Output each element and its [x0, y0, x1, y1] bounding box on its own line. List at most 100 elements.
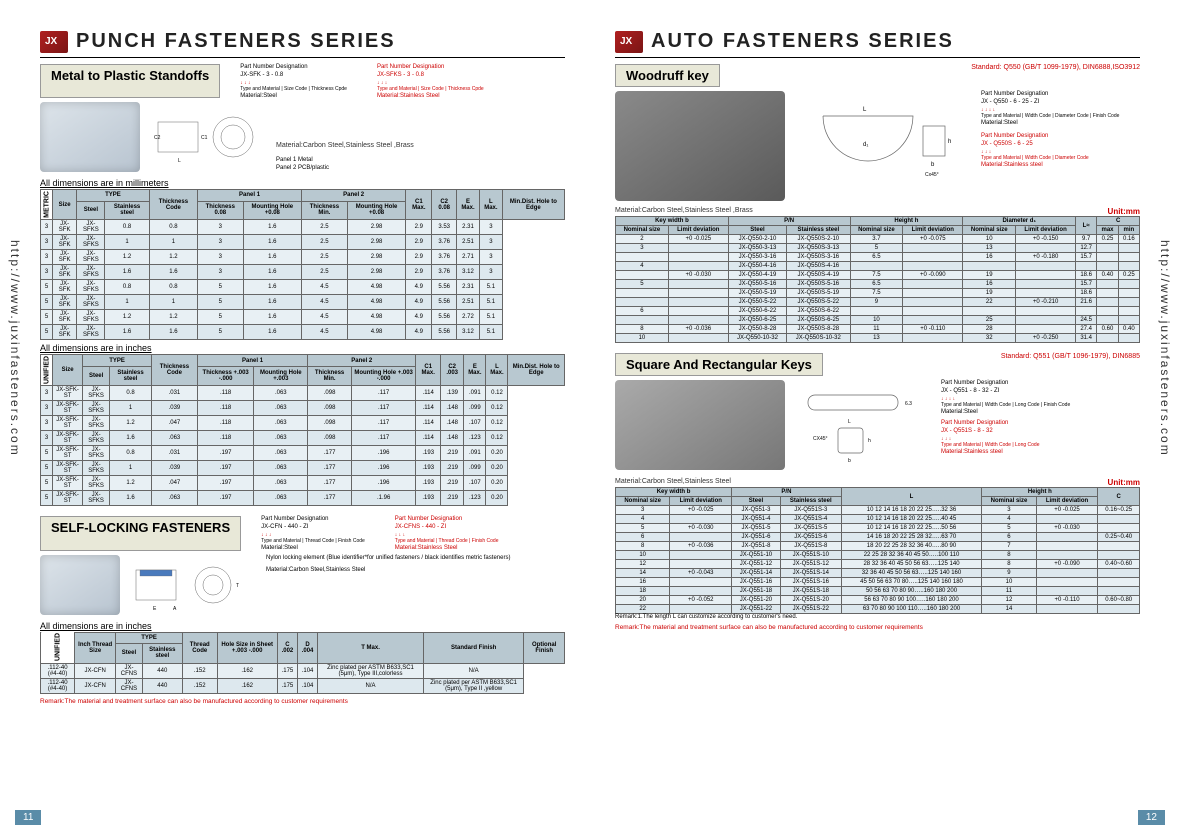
table-row: 3JX-SFK-STJX-SFKS1.039.118.063.098.117.1… — [41, 401, 565, 416]
svg-text:h: h — [868, 438, 871, 444]
nylon-note: Nylon locking element (Blue identifier*f… — [266, 555, 565, 561]
table-row: 20+0 -0.052JX-Q551-20JX-Q551S-2056 63 70… — [616, 596, 1140, 605]
dims-note-in: All dimensions are in inches — [40, 343, 565, 353]
table-row: 5JX-SFK-STJX-SFKS1.2.047.197.063.177.196… — [41, 476, 565, 491]
svg-text:CX45°: CX45° — [813, 436, 828, 442]
section-title-square: Square And Rectangular Keys — [615, 353, 823, 376]
standoff-table-metric: METRIC SizeTYPEThickness Code Panel 1Pan… — [40, 189, 565, 340]
table-row: 16JX-Q551-16JX-Q551S-1645 50 56 63 70 80… — [616, 578, 1140, 587]
series-title-right: AUTO FASTENERS SERIES — [651, 30, 954, 53]
table-row: 3JX-SFK-STJX-SFKS1.2.047.118.063.098.117… — [41, 416, 565, 431]
table-row: 3JX-SFKJX-SFKS1131.62.52.982.93.762.513 — [41, 235, 565, 250]
table-row: JX-Q550-5-19JX-Q550S-5-197.51918.6 — [616, 289, 1140, 298]
svg-text:A: A — [173, 606, 177, 612]
table-row: 6JX-Q551-6JX-Q551S-614 16 18 20 22 25 28… — [616, 533, 1140, 542]
selflocking-table: UNIFIED Inch Thread SizeTYPEThread Code … — [40, 632, 565, 694]
table-row: +0 -0.030JX-Q550-4-19JX-Q550S-4-197.5+0 … — [616, 271, 1140, 280]
standoff-diagram: L C2 C1 — [148, 102, 268, 172]
pn-mat: Material:Stainless Steel — [377, 93, 484, 101]
selflocking-diagram: E A T — [128, 555, 258, 615]
table-row: 3+0 -0.025JX-Q551-3JX-Q551S-310 12 14 16… — [616, 506, 1140, 515]
series-header-right: AUTO FASTENERS SERIES — [615, 30, 1140, 53]
svg-text:h: h — [948, 139, 951, 145]
unit-label: Unit:mm — [1108, 207, 1140, 216]
pn-label: Part Number Designation — [377, 64, 484, 72]
pn-example: JX-SFKS - 3 - 0.8 — [377, 72, 484, 80]
page-right: http://www.juxinfasteners.com AUTO FASTE… — [590, 0, 1180, 833]
table-row: JX-Q550-5-22JX-Q550S-5-22922+0 -0.21021.… — [616, 298, 1140, 307]
svg-text:L: L — [848, 419, 851, 425]
table-row: 5JX-SFK-STJX-SFKS0.8.031.197.063.177.196… — [41, 446, 565, 461]
page-number-right: 12 — [1138, 810, 1165, 825]
table-row: 4JX-Q551-4JX-Q551S-410 12 14 16 18 20 22… — [616, 515, 1140, 524]
table-row: 2+0 -0.025JX-Q550-2-10JX-Q550S-2-103.7+0… — [616, 235, 1140, 244]
svg-text:b: b — [848, 458, 851, 464]
svg-text:L: L — [863, 107, 867, 113]
logo-icon — [615, 31, 643, 53]
unit-label: Unit:mm — [1108, 478, 1140, 487]
section-title-woodruff: Woodruff key — [615, 64, 720, 87]
dims-note-mm: All dimensions are in millimeters — [40, 178, 565, 188]
series-header-left: PUNCH FASTENERS SERIES — [40, 30, 565, 53]
table-row: JX-Q550-6-25JX-Q550S-6-25102524.5 — [616, 316, 1140, 325]
svg-text:b: b — [931, 162, 935, 168]
squarekey-photo — [615, 380, 785, 470]
standard-square: Standard: Q551 (GB/T 1096-1979), DIN6885 — [1001, 353, 1140, 360]
svg-text:Cx45°: Cx45° — [925, 172, 939, 178]
table-row: 18JX-Q551-18JX-Q551S-1850 56 63 70 80 90… — [616, 587, 1140, 596]
table-row: 8+0 -0.036JX-Q550-8-28JX-Q550S-8-2811+0 … — [616, 325, 1140, 334]
table-row: 5JX-SFKJX-SFKS1.21.251.64.54.984.95.562.… — [41, 310, 565, 325]
pn-parts: Type and Material | Size Code | Thicknes… — [240, 86, 347, 93]
table-row: 5JX-SFK-STJX-SFKS1.6.063.197.063.177.1.9… — [41, 491, 565, 506]
series-title-left: PUNCH FASTENERS SERIES — [76, 30, 396, 53]
selflocking-photo — [40, 555, 120, 615]
table-row: 10JX-Q550-10-32JX-Q550S-10-321332+0 -0.2… — [616, 334, 1140, 343]
table-row: 5+0 -0.030JX-Q551-5JX-Q551S-510 12 14 16… — [616, 524, 1140, 533]
url-vertical-left: http://www.juxinfasteners.com — [8, 240, 22, 457]
squarekey-table: Key width bP/NLHeight hC Nominal sizeLim… — [615, 487, 1140, 614]
section-title-selflocking: SELF-LOCKING FASTENERS — [40, 516, 241, 550]
woodruff-table: Key width bP/NHeight hDiameter d₁L≈C Nom… — [615, 216, 1140, 343]
table-row: 3JX-SFKJX-SFKS1.61.631.62.52.982.93.763.… — [41, 265, 565, 280]
legend-p2: Panel 2 PCB/plastic — [276, 165, 565, 172]
table-row: 10JX-Q551-10JX-Q551S-1022 25 28 32 36 40… — [616, 551, 1140, 560]
logo-icon — [40, 31, 68, 53]
standoff-photo — [40, 102, 140, 172]
table-row: 8+0 -0.036JX-Q551-8JX-Q551S-818 20 22 25… — [616, 542, 1140, 551]
pn-label: Part Number Designation — [240, 64, 347, 72]
svg-text:C2: C2 — [154, 135, 161, 141]
pn-mat: Material:Steel — [240, 93, 347, 101]
table-row: .112-40 (#4-40)JX-CFNJX-CFNS440.152.162.… — [41, 678, 565, 693]
squarekey-diagram: L 6.3 CX45° b h — [793, 380, 933, 472]
svg-text:C1: C1 — [201, 135, 208, 141]
section-title-standoffs: Metal to Plastic Standoffs — [40, 64, 220, 98]
svg-text:E: E — [153, 606, 157, 612]
table-row: 12JX-Q551-12JX-Q551S-1228 32 36 40 45 50… — [616, 560, 1140, 569]
pn-example: JX-SFK - 3 - 0.8 — [240, 72, 347, 80]
woodruff-photo — [615, 91, 785, 201]
sub-remark: Remark:1.The length L can customize acco… — [615, 614, 1140, 620]
table-row: 5JX-SFKJX-SFKS0.80.851.64.54.984.95.562.… — [41, 280, 565, 295]
table-row: 5JX-SFK-STJX-SFKS1.039.197.063.177.196.1… — [41, 461, 565, 476]
table-row: 6JX-Q550-6-22JX-Q550S-6-22 — [616, 307, 1140, 316]
remark-right: Remark:The material and treatment surfac… — [615, 624, 1140, 631]
table-row: 3JX-SFK-STJX-SFKS1.6.063.118.063.098.117… — [41, 431, 565, 446]
legend-p1: Panel 1 Metal — [276, 157, 565, 164]
table-row: .112-40 (#4-40)JX-CFNJX-CFNS440.152.162.… — [41, 663, 565, 678]
remark-left: Remark:The material and treatment surfac… — [40, 698, 565, 705]
svg-text:T: T — [236, 583, 239, 589]
standard-woodruff: Standard: Q550 (GB/T 1099-1979), DIN6888… — [971, 64, 1140, 71]
table-row: 22JX-Q551-22JX-Q551S-2263 70 80 90 100 1… — [616, 605, 1140, 614]
table-row: 4JX-Q550-4-16JX-Q550S-4-16 — [616, 262, 1140, 271]
material-note: Material:Carbon Steel,Stainless Steel — [266, 567, 565, 573]
pn-parts: Type and Material | Size Code | Thicknes… — [377, 86, 484, 93]
table-row: 3JX-SFKJX-SFKS1.21.231.62.52.982.93.762.… — [41, 250, 565, 265]
url-vertical-right: http://www.juxinfasteners.com — [1158, 240, 1172, 457]
table-row: JX-Q550-3-16JX-Q550S-3-166.516+0 -0.1801… — [616, 253, 1140, 262]
page-number-left: 11 — [15, 810, 41, 825]
table-row: 3JX-SFKJX-SFKS0.80.831.62.52.982.93.532.… — [41, 220, 565, 235]
table-row: 5JX-SFKJX-SFKS1151.64.54.984.95.562.515.… — [41, 295, 565, 310]
dims-note: All dimensions are in inches — [40, 621, 565, 631]
page-left: http://www.juxinfasteners.com PUNCH FAST… — [0, 0, 590, 833]
table-row: 5JX-SFKJX-SFKS1.61.651.64.54.984.95.563.… — [41, 325, 565, 340]
